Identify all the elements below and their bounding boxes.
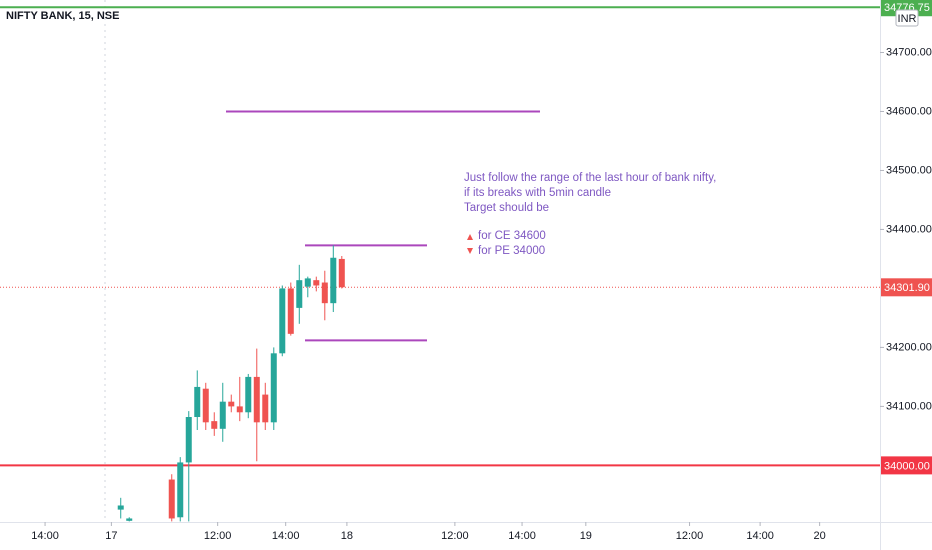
- candle-body: [168, 479, 175, 519]
- candle-body: [253, 376, 260, 423]
- x-tick-label: 14:00: [31, 530, 59, 542]
- y-tick-label: 34600.00: [886, 105, 932, 117]
- candle-body: [321, 282, 328, 304]
- candle-body: [262, 394, 269, 423]
- price-marker-label: 34776.75: [884, 2, 930, 14]
- price-marker: [881, 456, 932, 475]
- x-tick-label: 12:00: [204, 530, 232, 542]
- annotation-line: Just follow the range of the last hour o…: [464, 172, 716, 184]
- candle-body: [270, 353, 277, 423]
- y-tick-label: 34100.00: [886, 400, 932, 412]
- annotation-line: if its breaks with 5min candle: [464, 187, 611, 199]
- x-tick-label: 14:00: [272, 530, 300, 542]
- currency-badge: [895, 9, 919, 27]
- x-tick-label: 12:00: [676, 530, 704, 542]
- candle-body: [117, 505, 124, 510]
- chart-title: NIFTY BANK, 15, NSE: [6, 10, 120, 22]
- candle-body: [313, 280, 320, 286]
- candle-body: [126, 518, 133, 521]
- candle-body: [245, 376, 252, 413]
- x-tick-label: 17: [105, 530, 117, 542]
- price-marker: [881, 0, 932, 17]
- candle-body: [236, 406, 243, 413]
- y-tick-label: 34700.00: [886, 46, 932, 58]
- x-tick-label: 20: [814, 530, 826, 542]
- x-tick-label: 12:00: [441, 530, 469, 542]
- annotation: Just follow the range of the last hour o…: [464, 172, 716, 257]
- x-tick-label: 19: [580, 530, 592, 542]
- plot: [0, 6, 880, 522]
- y-tick-label: 34200.00: [886, 341, 932, 353]
- candle-body: [194, 386, 201, 418]
- x-tick-label: 18: [341, 530, 353, 542]
- y-tick-label: 34500.00: [886, 164, 932, 176]
- candle-body: [228, 401, 235, 407]
- candle-body: [219, 401, 226, 429]
- x-tick-label: 14:00: [746, 530, 774, 542]
- y-tick-label: 34400.00: [886, 223, 932, 235]
- price-marker: [881, 278, 932, 297]
- candle-body: [279, 288, 286, 354]
- candle-body: [211, 421, 218, 429]
- candle-body: [338, 258, 345, 288]
- candle-body: [296, 280, 303, 308]
- up-arrow: [467, 234, 473, 240]
- currency: INR: [898, 13, 917, 25]
- candle-body: [304, 278, 311, 287]
- annotation-line: for PE 34000: [478, 245, 545, 257]
- candle-body: [330, 257, 337, 304]
- annotation-line: Target should be: [464, 202, 549, 214]
- x-tick-label: 14:00: [508, 530, 536, 542]
- annotation-line: for CE 34600: [478, 230, 546, 242]
- down-arrow: [467, 248, 473, 254]
- candle-body: [185, 417, 192, 463]
- price-marker-label: 34000.00: [884, 460, 930, 472]
- candle-body: [177, 462, 184, 518]
- candle-body: [202, 388, 209, 423]
- price-marker-label: 34301.90: [884, 282, 930, 294]
- candle-body: [287, 288, 294, 334]
